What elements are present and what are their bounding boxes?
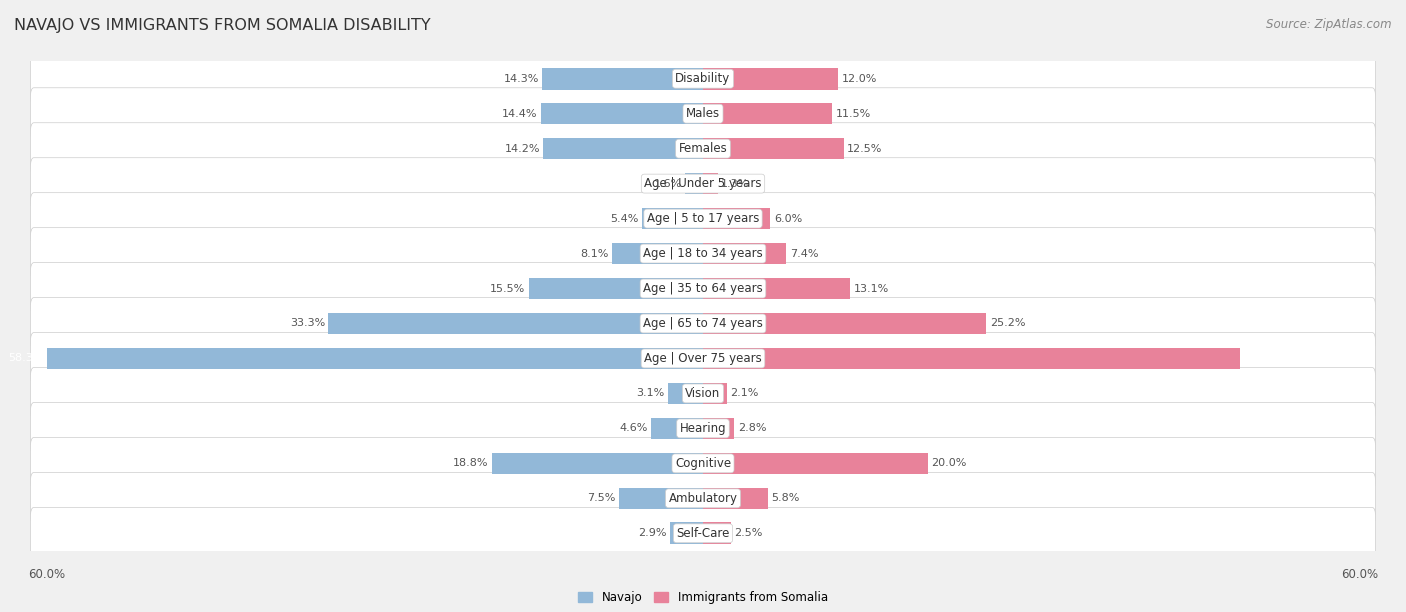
FancyBboxPatch shape — [31, 53, 1375, 105]
Bar — [703, 68, 838, 89]
Text: 25.2%: 25.2% — [990, 318, 1025, 329]
Bar — [619, 488, 703, 509]
FancyBboxPatch shape — [31, 472, 1375, 524]
Text: Males: Males — [686, 107, 720, 120]
Bar — [543, 138, 703, 160]
Text: 15.5%: 15.5% — [491, 283, 526, 294]
Text: 60.0%: 60.0% — [28, 569, 65, 581]
Text: Ambulatory: Ambulatory — [668, 492, 738, 505]
Text: Cognitive: Cognitive — [675, 457, 731, 470]
Bar — [643, 207, 703, 230]
Text: 33.3%: 33.3% — [290, 318, 325, 329]
FancyBboxPatch shape — [31, 228, 1375, 280]
Text: 14.2%: 14.2% — [505, 144, 540, 154]
Bar — [703, 313, 987, 334]
Bar — [703, 488, 768, 509]
Bar — [541, 103, 703, 124]
Text: 60.0%: 60.0% — [1341, 569, 1378, 581]
Text: NAVAJO VS IMMIGRANTS FROM SOMALIA DISABILITY: NAVAJO VS IMMIGRANTS FROM SOMALIA DISABI… — [14, 18, 430, 34]
Text: 18.8%: 18.8% — [453, 458, 488, 468]
Text: 8.1%: 8.1% — [581, 248, 609, 258]
Text: 5.8%: 5.8% — [772, 493, 800, 503]
Bar — [703, 452, 928, 474]
Text: 11.5%: 11.5% — [835, 109, 870, 119]
Bar — [329, 313, 703, 334]
Bar — [48, 348, 703, 369]
Text: 13.1%: 13.1% — [853, 283, 889, 294]
Legend: Navajo, Immigrants from Somalia: Navajo, Immigrants from Somalia — [574, 586, 832, 608]
Text: Source: ZipAtlas.com: Source: ZipAtlas.com — [1267, 18, 1392, 31]
Text: Age | 5 to 17 years: Age | 5 to 17 years — [647, 212, 759, 225]
Text: 47.7%: 47.7% — [1243, 354, 1278, 364]
Bar — [703, 348, 1240, 369]
Text: 4.6%: 4.6% — [620, 424, 648, 433]
Bar — [703, 173, 717, 195]
Text: Age | Under 5 years: Age | Under 5 years — [644, 177, 762, 190]
Text: Hearing: Hearing — [679, 422, 727, 435]
Bar — [703, 523, 731, 544]
Text: Age | 65 to 74 years: Age | 65 to 74 years — [643, 317, 763, 330]
Bar — [685, 173, 703, 195]
Text: Self-Care: Self-Care — [676, 527, 730, 540]
Text: Vision: Vision — [685, 387, 721, 400]
Bar — [529, 278, 703, 299]
FancyBboxPatch shape — [31, 263, 1375, 315]
Bar — [703, 138, 844, 160]
Bar — [668, 382, 703, 405]
Bar — [703, 382, 727, 405]
Text: 1.6%: 1.6% — [654, 179, 682, 188]
Text: 14.4%: 14.4% — [502, 109, 537, 119]
Text: Females: Females — [679, 142, 727, 155]
Text: Disability: Disability — [675, 72, 731, 85]
Bar — [703, 417, 734, 439]
FancyBboxPatch shape — [31, 88, 1375, 140]
FancyBboxPatch shape — [31, 403, 1375, 454]
Text: 5.4%: 5.4% — [610, 214, 638, 223]
FancyBboxPatch shape — [31, 297, 1375, 349]
Bar — [703, 243, 786, 264]
FancyBboxPatch shape — [31, 193, 1375, 244]
Bar — [651, 417, 703, 439]
Text: Age | Over 75 years: Age | Over 75 years — [644, 352, 762, 365]
Text: Age | 35 to 64 years: Age | 35 to 64 years — [643, 282, 763, 295]
Text: Age | 18 to 34 years: Age | 18 to 34 years — [643, 247, 763, 260]
FancyBboxPatch shape — [31, 368, 1375, 419]
Text: 12.0%: 12.0% — [841, 73, 877, 84]
Bar — [671, 523, 703, 544]
Text: 7.4%: 7.4% — [790, 248, 818, 258]
Text: 2.8%: 2.8% — [738, 424, 766, 433]
FancyBboxPatch shape — [31, 438, 1375, 489]
Bar — [703, 103, 832, 124]
Text: 2.1%: 2.1% — [730, 389, 758, 398]
Bar — [492, 452, 703, 474]
Bar — [543, 68, 703, 89]
Text: 58.3%: 58.3% — [8, 354, 44, 364]
FancyBboxPatch shape — [31, 123, 1375, 174]
Text: 1.3%: 1.3% — [721, 179, 749, 188]
Text: 7.5%: 7.5% — [586, 493, 616, 503]
Text: 14.3%: 14.3% — [503, 73, 538, 84]
Bar — [612, 243, 703, 264]
Bar — [703, 278, 851, 299]
Bar — [703, 207, 770, 230]
Text: 12.5%: 12.5% — [846, 144, 883, 154]
FancyBboxPatch shape — [31, 507, 1375, 559]
Text: 3.1%: 3.1% — [637, 389, 665, 398]
Text: 20.0%: 20.0% — [931, 458, 967, 468]
FancyBboxPatch shape — [31, 158, 1375, 209]
FancyBboxPatch shape — [31, 332, 1375, 384]
Text: 2.5%: 2.5% — [734, 528, 763, 539]
Text: 2.9%: 2.9% — [638, 528, 666, 539]
Text: 6.0%: 6.0% — [773, 214, 801, 223]
